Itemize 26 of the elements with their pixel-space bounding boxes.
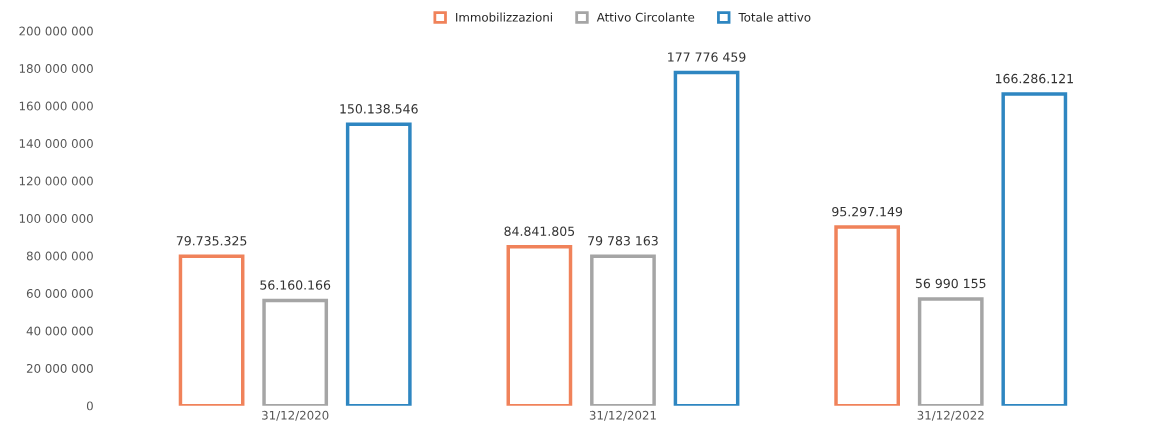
legend-label: Attivo Circolante bbox=[596, 12, 695, 22]
data-label: 79.735.325 bbox=[176, 236, 247, 246]
y-tick-label: 180 000 000 bbox=[19, 64, 93, 74]
y-tick-label: 200 000 000 bbox=[19, 26, 93, 36]
data-label: 166.286.121 bbox=[995, 73, 1073, 84]
data-label: 84.841.805 bbox=[504, 226, 575, 236]
data-label: 56 990 155 bbox=[915, 278, 986, 289]
y-tick-label: 140 000 000 bbox=[19, 139, 93, 148]
y-tick-label: 0 bbox=[86, 401, 93, 411]
y-tick-label: 160 000 000 bbox=[19, 101, 93, 111]
y-tick-label: 40 000 000 bbox=[26, 326, 93, 336]
y-tick-label: 80 000 000 bbox=[26, 251, 93, 261]
y-tick-label: 120 000 000 bbox=[19, 176, 93, 186]
x-tick-label: 31/12/2021 bbox=[589, 410, 656, 421]
y-tick-label: 100 000 000 bbox=[19, 214, 93, 223]
data-label: 95.297.149 bbox=[832, 206, 903, 217]
data-label: 177 776 459 bbox=[668, 52, 746, 62]
data-label: 56.160.166 bbox=[260, 280, 331, 290]
legend-label: Immobilizzazioni bbox=[456, 12, 552, 22]
y-tick-label: 20 000 000 bbox=[26, 363, 93, 373]
x-tick-label: 31/12/2022 bbox=[917, 410, 984, 421]
x-tick-label: 31/12/2020 bbox=[262, 410, 329, 421]
data-label: 79 783 163 bbox=[588, 235, 658, 246]
y-tick-label: 60 000 000 bbox=[26, 288, 93, 298]
legend-label: Totale attivo bbox=[738, 12, 811, 22]
data-label: 150.138.546 bbox=[340, 104, 418, 114]
